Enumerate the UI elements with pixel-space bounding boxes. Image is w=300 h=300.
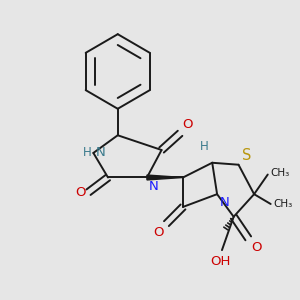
Text: H: H	[200, 140, 208, 153]
Text: OH: OH	[210, 255, 230, 268]
Text: O: O	[75, 186, 86, 199]
Text: N: N	[220, 196, 230, 209]
Polygon shape	[147, 175, 183, 180]
Text: H: H	[83, 146, 92, 159]
Text: O: O	[251, 241, 262, 254]
Text: O: O	[182, 118, 193, 131]
Text: N: N	[95, 146, 105, 159]
Text: CH₃: CH₃	[271, 168, 290, 178]
Text: N: N	[149, 180, 159, 194]
Text: S: S	[242, 148, 252, 163]
Text: O: O	[153, 226, 164, 238]
Text: CH₃: CH₃	[274, 199, 293, 209]
